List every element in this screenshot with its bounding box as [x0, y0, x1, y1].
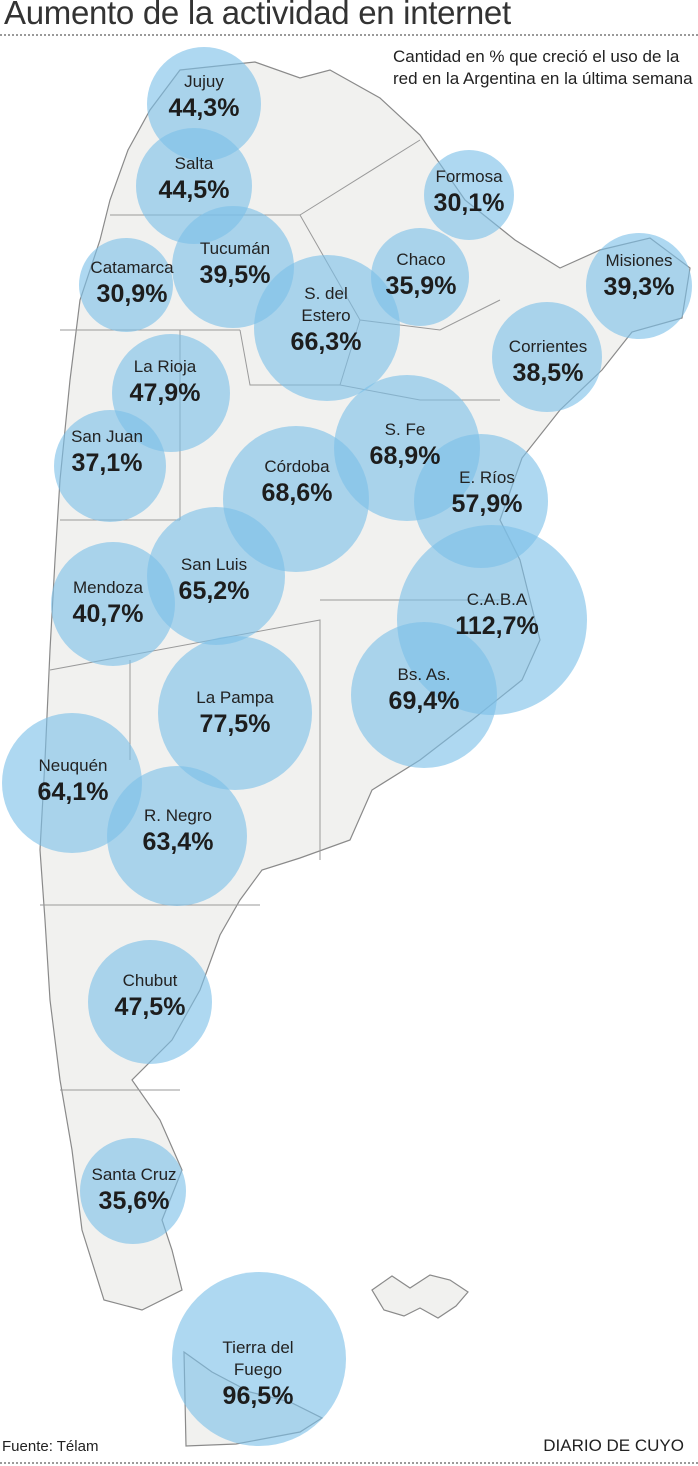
label-santiago-del-estero: S. del Estero 66,3% [291, 283, 362, 357]
province-value: 77,5% [199, 710, 271, 738]
bubble-rio-negro [107, 766, 247, 906]
province-value: 112,7% [455, 612, 539, 640]
province-name: S. del Estero [301, 284, 351, 325]
bubble-la-pampa [158, 636, 312, 790]
province-name: E. Ríos [459, 468, 515, 487]
label-jujuy: Jujuy 44,3% [169, 71, 240, 123]
label-corrientes: Corrientes 38,5% [509, 336, 587, 388]
label-misiones: Misiones 39,3% [604, 250, 675, 302]
province-name: Chubut [122, 971, 178, 990]
province-value: 47,9% [129, 379, 201, 407]
bubble-corrientes [492, 302, 602, 412]
province-name: C.A.B.A [466, 590, 528, 609]
publisher-brand: DIARIO DE CUYO [543, 1436, 684, 1455]
bubble-santa-cruz [80, 1138, 186, 1244]
malvinas-islands-shape [371, 1274, 469, 1319]
label-salta: Salta 44,5% [159, 153, 230, 205]
label-caba: C.A.B.A 112,7% [455, 589, 538, 641]
bubble-misiones [586, 233, 692, 339]
province-name: San Juan [71, 427, 143, 446]
label-neuquen: Neuquén 64,1% [38, 755, 109, 807]
province-value: 96,5% [222, 1382, 294, 1410]
label-la-pampa: La Pampa 77,5% [196, 687, 274, 739]
province-value: 37,1% [71, 449, 143, 477]
label-tierra-del-fuego: Tierra del Fuego 96,5% [222, 1337, 293, 1411]
province-name: Salta [174, 154, 214, 173]
bubbles [2, 47, 692, 1446]
province-name: Catamarca [90, 258, 174, 277]
province-name: La Pampa [196, 688, 274, 707]
label-chubut: Chubut 47,5% [115, 970, 186, 1022]
province-value: 68,6% [261, 479, 333, 507]
label-mendoza: Mendoza 40,7% [73, 577, 144, 629]
footer-divider [0, 1462, 698, 1464]
source-credit: Fuente: Télam [2, 1438, 99, 1455]
label-san-juan: San Juan 37,1% [71, 426, 143, 478]
province-value: 35,9% [385, 272, 457, 300]
province-name: Mendoza [73, 578, 143, 597]
label-entre-rios: E. Ríos 57,9% [452, 467, 523, 519]
province-value: 39,5% [199, 261, 271, 289]
province-name: Corrientes [508, 337, 588, 356]
province-value: 38,5% [512, 359, 584, 387]
province-name: Tierra del Fuego [222, 1338, 294, 1379]
province-value: 68,9% [369, 442, 441, 470]
province-name: Bs. As. [397, 665, 451, 684]
province-name: Tucumán [199, 239, 271, 258]
province-value: 64,1% [37, 778, 109, 806]
label-santa-fe: S. Fe 68,9% [370, 419, 441, 471]
province-value: 57,9% [451, 490, 523, 518]
province-value: 40,7% [72, 600, 144, 628]
bubble-catamarca [79, 238, 173, 332]
label-santa-cruz: Santa Cruz 35,6% [91, 1164, 176, 1216]
province-name: R. Negro [143, 806, 213, 825]
bubble-neuquen [2, 713, 142, 853]
province-value: 30,9% [96, 280, 168, 308]
province-value: 35,6% [98, 1187, 170, 1215]
label-catamarca: Catamarca 30,9% [90, 257, 173, 309]
label-rio-negro: R. Negro 63,4% [143, 805, 214, 857]
label-la-rioja: La Rioja 47,9% [130, 356, 201, 408]
bubble-santiago-del-estero [254, 255, 400, 401]
bubble-tierra-del-fuego [172, 1272, 346, 1446]
label-formosa: Formosa 30,1% [434, 166, 505, 218]
province-name: Neuquén [38, 756, 108, 775]
bubble-san-luis [147, 507, 285, 645]
province-name: Jujuy [184, 72, 224, 91]
infographic-title: Aumento de la actividad en internet [4, 0, 511, 31]
province-value: 44,3% [168, 94, 240, 122]
bubble-chubut [88, 940, 212, 1064]
province-value: 63,4% [142, 828, 214, 856]
province-name: Córdoba [264, 457, 330, 476]
province-value: 39,3% [603, 273, 675, 301]
province-value: 69,4% [388, 687, 460, 715]
province-name: Misiones [605, 251, 673, 270]
bubble-mendoza [51, 542, 175, 666]
label-tucuman: Tucumán 39,5% [200, 238, 271, 290]
province-name: La Rioja [133, 357, 197, 376]
bubble-buenos-aires [351, 622, 497, 768]
title-divider [0, 34, 698, 36]
label-cordoba: Córdoba 68,6% [262, 456, 333, 508]
province-value: 30,1% [433, 189, 505, 217]
bubble-formosa [424, 150, 514, 240]
province-value: 65,2% [178, 577, 250, 605]
label-san-luis: San Luis 65,2% [179, 554, 250, 606]
province-name: Formosa [435, 167, 503, 186]
bubble-san-juan [54, 410, 166, 522]
bubble-chaco [371, 228, 469, 326]
province-value: 66,3% [290, 328, 362, 356]
subtitle: Cantidad en % que creció el uso de la re… [393, 47, 693, 88]
province-name: S. Fe [384, 420, 426, 439]
province-name: Santa Cruz [91, 1165, 177, 1184]
province-value: 47,5% [114, 993, 186, 1021]
province-name: Chaco [396, 250, 446, 269]
label-buenos-aires: Bs. As. 69,4% [389, 664, 460, 716]
province-value: 44,5% [158, 176, 230, 204]
label-chaco: Chaco 35,9% [386, 249, 457, 301]
province-name: San Luis [180, 555, 248, 574]
